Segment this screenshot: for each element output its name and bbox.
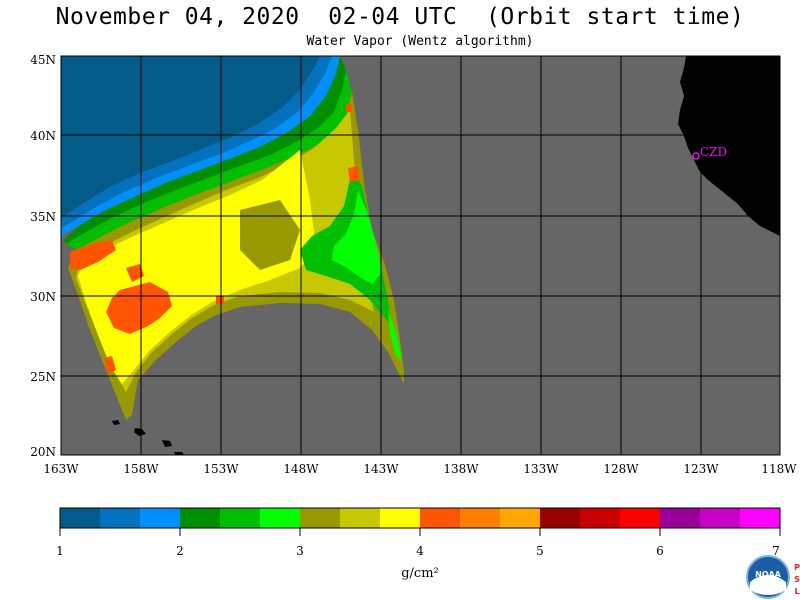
swath-band-dark-green: [64, 56, 346, 244]
swath-patch-orange-main: [106, 282, 172, 334]
colorbar-ticks: 1 2 3 4 5 6 7: [56, 544, 780, 558]
lon-label-153w: 153W: [203, 462, 239, 476]
swath-patch-orange-north: [126, 264, 144, 282]
colorbar-tick-4: 4: [416, 544, 424, 558]
colorbar-tick-6: 6: [656, 544, 664, 558]
swath-patch-orange-south: [104, 356, 116, 374]
colorbar-unit-label: g/cm²: [401, 566, 439, 581]
colorbar-segment: [60, 508, 101, 528]
psl-letters: P S L: [794, 563, 800, 596]
map-title: November 04, 2020 02-04 UTC (Orbit start…: [55, 4, 745, 30]
lon-label-133w: 133W: [523, 462, 559, 476]
station-marker: [692, 152, 700, 160]
swath-patch-green-tip: [388, 310, 402, 360]
lat-label-40n: 40N: [30, 129, 56, 143]
colorbar-segment: [340, 508, 381, 528]
colorbar-segment: [260, 508, 301, 528]
colorbar-segment: [740, 508, 781, 528]
colorbar-segment: [420, 508, 461, 528]
swath-patch-orange-tiny: [346, 104, 352, 112]
swath-band-light-blue: [61, 56, 340, 236]
lat-label-25n: 25N: [30, 370, 56, 384]
map-plot-area: [61, 56, 780, 455]
swath-patch-olive-inner: [240, 200, 300, 270]
swath-patch-orange-west: [70, 240, 116, 270]
lon-label-128w: 128W: [603, 462, 639, 476]
psl-letter-l: L: [794, 587, 799, 596]
lon-label-138w: 138W: [443, 462, 479, 476]
colorbar-segment: [100, 508, 141, 528]
swath-band-green: [66, 70, 352, 250]
colorbar-tick-5: 5: [536, 544, 544, 558]
colorbar-segment: [220, 508, 261, 528]
water-vapor-swath: [61, 56, 404, 420]
noaa-logo: NOAA: [746, 555, 790, 599]
colorbar: [59, 508, 781, 536]
longitude-axis: 163W 158W 153W 148W 143W 138W 133W 128W …: [43, 462, 797, 476]
swath-patch-orange-dot: [216, 296, 224, 304]
lon-label-163w: 163W: [43, 462, 79, 476]
colorbar-segment: [540, 508, 581, 528]
colorbar-tick-2: 2: [176, 544, 184, 558]
lon-label-118w: 118W: [761, 462, 797, 476]
colorbar-segment: [380, 508, 421, 528]
lat-label-30n: 30N: [30, 290, 56, 304]
lat-lon-grid: [61, 56, 780, 455]
colorbar-segment: [300, 508, 341, 528]
lon-label-143w: 143W: [363, 462, 399, 476]
swath-patch-orange-small: [348, 166, 360, 182]
colorbar-tick-7: 7: [772, 544, 780, 558]
lat-label-45n: 45N: [30, 53, 56, 67]
station-label: CZD: [700, 145, 727, 159]
colorbar-segment: [500, 508, 541, 528]
swath-patch-bright-green: [332, 190, 382, 284]
lat-label-35n: 35N: [30, 210, 56, 224]
latitude-axis: 45N 40N 35N 30N 25N 20N: [30, 53, 56, 459]
lon-label-123w: 123W: [683, 462, 719, 476]
colorbar-frame: [59, 507, 781, 529]
psl-letter-s: S: [794, 575, 800, 584]
swath-band-medium-blue: [61, 56, 332, 228]
colorbar-segment: [580, 508, 621, 528]
colorbar-segment: [140, 508, 181, 528]
north-america-land: [678, 56, 780, 236]
hawaiian-islands: [112, 420, 184, 455]
colorbar-segment: [700, 508, 741, 528]
colorbar-segment: [180, 508, 221, 528]
swath-band-dark-blue: [61, 56, 320, 218]
psl-letter-p: P: [794, 563, 800, 572]
lon-label-158w: 158W: [123, 462, 159, 476]
lat-label-20n: 20N: [30, 445, 56, 459]
colorbar-segment: [660, 508, 701, 528]
colorbar-segment: [620, 508, 661, 528]
map-subtitle: Water Vapor (Wentz algorithm): [306, 34, 534, 49]
noaa-logo-text: NOAA: [755, 570, 781, 579]
colorbar-tick-1: 1: [56, 544, 64, 558]
colorbar-segment: [460, 508, 501, 528]
lon-label-148w: 148W: [283, 462, 319, 476]
map-frame: [60, 55, 781, 456]
colorbar-tick-3: 3: [296, 544, 304, 558]
